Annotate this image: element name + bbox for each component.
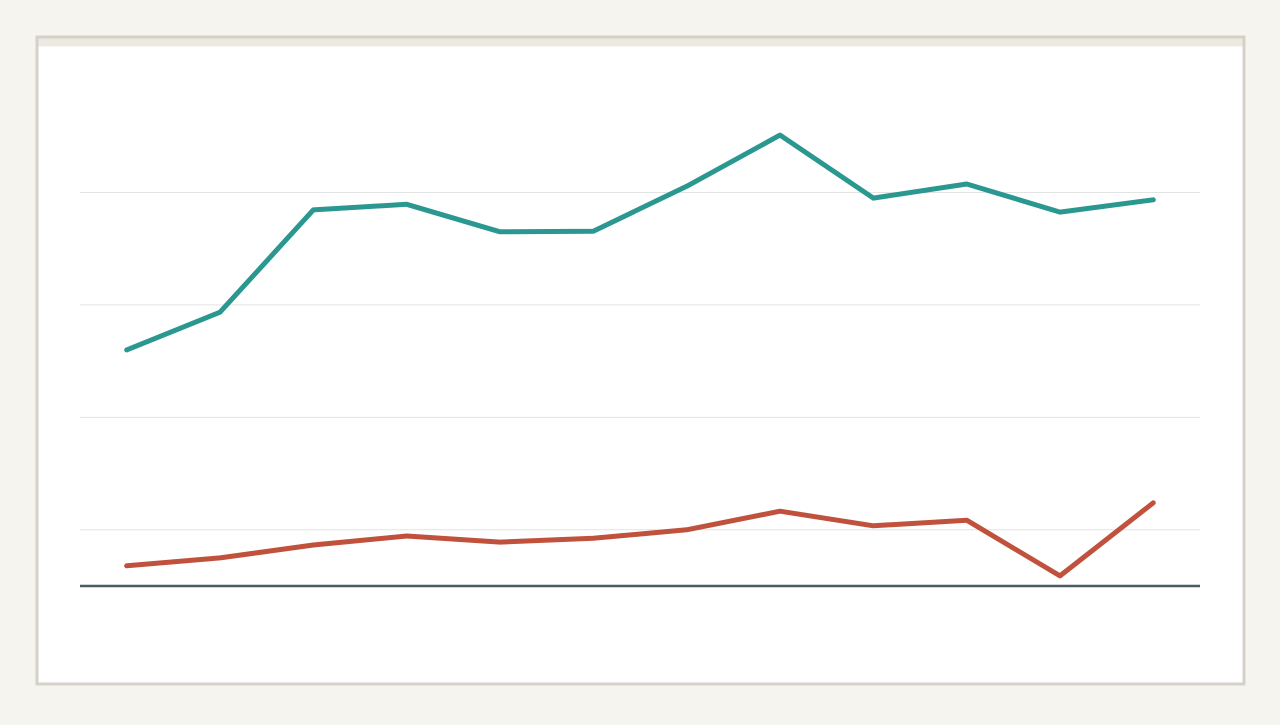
series-line [124,132,1156,353]
panel [35,35,1246,686]
panel-header [38,38,1243,47]
series-line [124,500,1156,579]
